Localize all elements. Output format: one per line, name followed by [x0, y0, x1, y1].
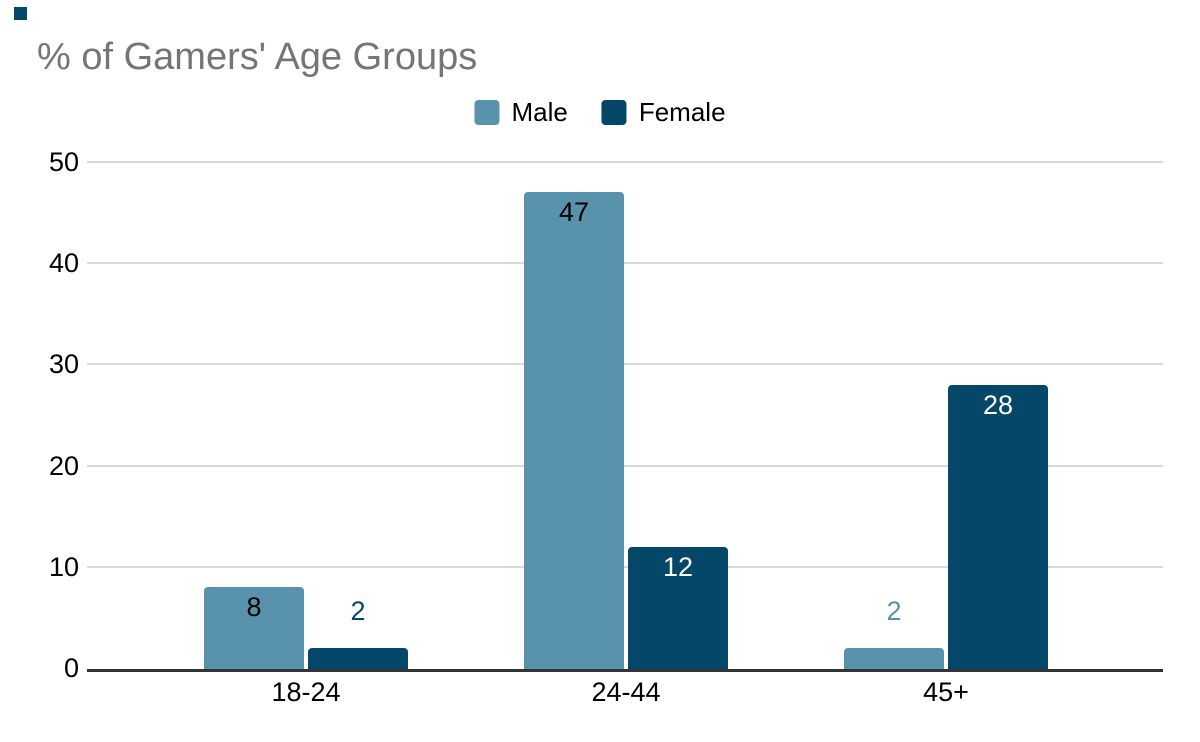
chart-title: % of Gamers' Age Groups — [37, 36, 478, 78]
female-color-swatch — [601, 99, 627, 125]
legend-label-female: Female — [638, 97, 726, 127]
bar-value-label: 28 — [982, 390, 1014, 420]
bar-value-label: 2 — [886, 596, 902, 626]
legend-label-male: Male — [511, 97, 568, 127]
x-category-label: 18-24 — [271, 677, 341, 707]
bar-male-45+[interactable] — [844, 648, 944, 670]
gridline — [87, 363, 1163, 365]
bar-value-label: 12 — [662, 552, 694, 582]
bar-value-label: 8 — [246, 592, 262, 622]
legend-item-female[interactable]: Female — [601, 97, 726, 127]
x-category-label: 24-44 — [591, 677, 661, 707]
legend: Male Female — [474, 97, 726, 127]
bar-female-24-44[interactable] — [628, 547, 728, 670]
bar-male-24-44[interactable] — [524, 192, 624, 670]
gridline — [87, 465, 1163, 467]
gridline — [87, 262, 1163, 264]
y-tick-label: 0 — [63, 653, 79, 683]
male-color-swatch — [474, 99, 500, 125]
y-tick-label: 40 — [48, 248, 79, 278]
bar-female-45+[interactable] — [948, 385, 1048, 670]
bar-male-18-24[interactable] — [204, 587, 304, 670]
y-tick-label: 30 — [48, 349, 79, 379]
legend-item-male[interactable]: Male — [474, 97, 568, 127]
y-tick-label: 10 — [48, 552, 79, 582]
y-tick-label: 50 — [48, 147, 79, 177]
x-axis-line — [87, 668, 1163, 672]
y-tick-label: 20 — [48, 451, 79, 481]
gridline — [87, 161, 1163, 163]
gridline — [87, 566, 1163, 568]
x-category-label: 45+ — [923, 677, 969, 707]
bar-value-label: 2 — [350, 596, 366, 626]
bar-female-18-24[interactable] — [308, 648, 408, 670]
bar-value-label: 47 — [558, 197, 590, 227]
corner-marker-square — [14, 7, 27, 20]
